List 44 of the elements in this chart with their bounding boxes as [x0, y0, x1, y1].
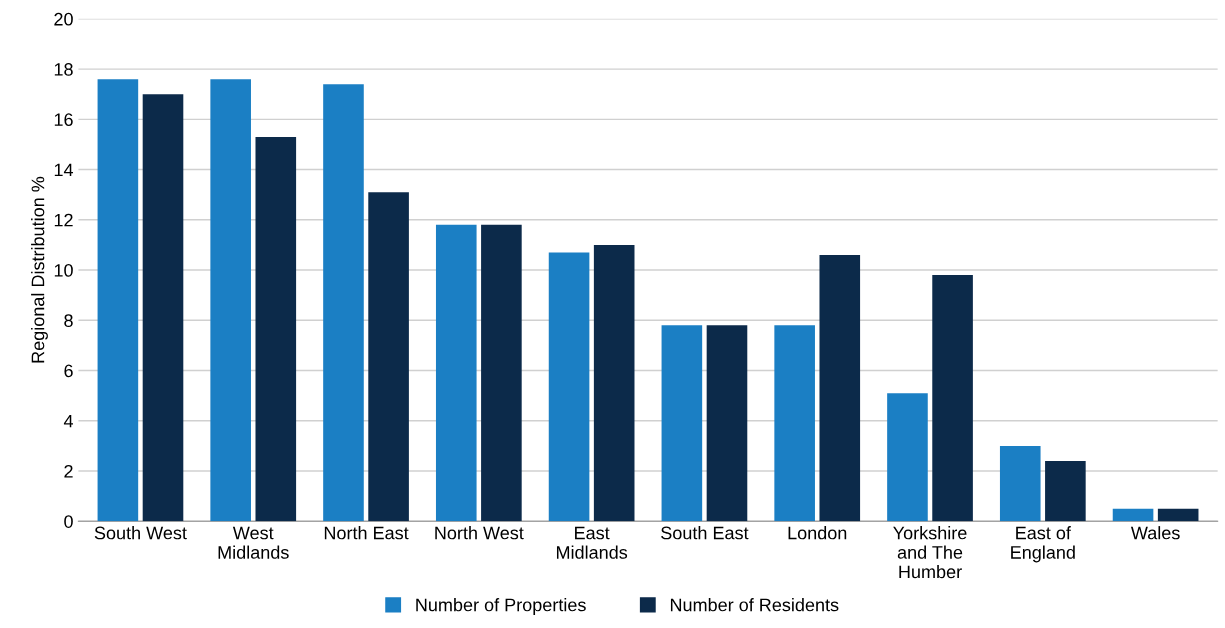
bar [1045, 460, 1086, 522]
y-tick-label: 18 [54, 63, 73, 76]
bar [819, 254, 861, 522]
y-tick-label: 12 [54, 213, 73, 227]
bar [548, 252, 590, 522]
bar [210, 79, 251, 522]
bar [661, 325, 703, 522]
bar [593, 244, 635, 522]
x-tick-label: South West [94, 526, 187, 540]
bar [887, 393, 928, 522]
x-tick-label: East of England [1011, 526, 1075, 563]
y-tick-label: 20 [54, 12, 73, 26]
bar [706, 325, 748, 522]
bar [774, 325, 815, 522]
x-tick-label: Yorkshire and The Humber [893, 526, 967, 579]
bar [323, 84, 364, 522]
bar [1112, 508, 1154, 522]
legend-label: Number of Properties [416, 598, 586, 615]
y-tick-label: 10 [54, 263, 73, 277]
bar [435, 224, 477, 522]
x-tick-label: West Midlands [218, 526, 289, 559]
y-tick-label: 14 [54, 163, 74, 177]
bar [368, 192, 409, 522]
bar [255, 136, 297, 522]
y-tick-label: 8 [64, 314, 73, 327]
x-tick-label: Wales [1130, 526, 1180, 540]
x-tick-label: East Midlands [556, 526, 628, 559]
bar [999, 445, 1041, 522]
x-tick-label: London [788, 526, 847, 540]
y-tick-label: 4 [63, 414, 74, 428]
y-axis-title: Regional Distribution % [31, 176, 48, 363]
bar [932, 275, 973, 522]
y-tick-label: 6 [64, 364, 73, 378]
x-tick-label: North East [324, 526, 409, 540]
bar [142, 94, 184, 522]
y-tick-label: 2 [64, 464, 73, 478]
y-tick-label: 0 [64, 515, 73, 528]
bar [481, 224, 522, 522]
x-tick-label: North West [435, 526, 524, 540]
legend-label: Number of Residents [670, 598, 839, 612]
y-tick-label: 16 [54, 113, 73, 127]
bar [1157, 508, 1199, 522]
x-tick-label: South East [661, 526, 749, 540]
bar [97, 79, 139, 522]
